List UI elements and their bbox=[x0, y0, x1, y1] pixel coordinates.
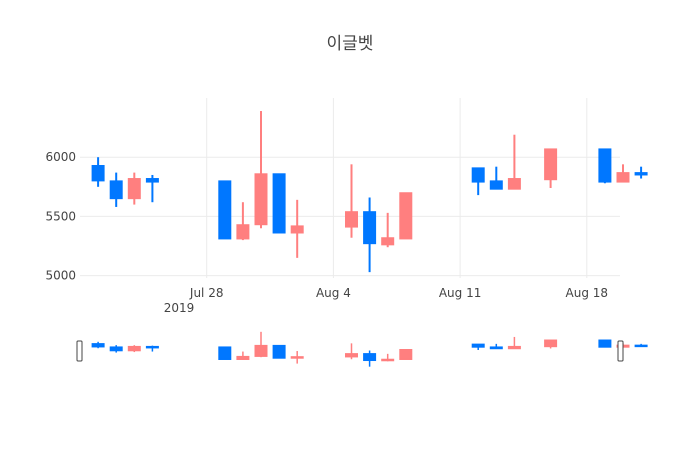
mini-candle bbox=[544, 339, 558, 349]
candle-body bbox=[399, 192, 413, 240]
candle-body bbox=[91, 165, 105, 182]
mini-candle bbox=[236, 351, 250, 360]
candle-increasing bbox=[290, 199, 304, 258]
x-tick-label: Aug 4 bbox=[316, 286, 351, 300]
candle-decreasing bbox=[363, 197, 377, 273]
chart-title: 이글벳 bbox=[327, 34, 374, 54]
candle-body bbox=[363, 211, 377, 245]
mini-candle bbox=[363, 350, 377, 367]
mini-candle-body bbox=[91, 343, 105, 348]
mini-candle-body bbox=[254, 344, 268, 357]
candle-decreasing bbox=[109, 172, 123, 207]
mini-candle bbox=[471, 343, 485, 351]
mini-candle bbox=[272, 344, 286, 359]
candle-body bbox=[272, 173, 286, 234]
mini-candle bbox=[399, 349, 413, 360]
mini-candle bbox=[109, 345, 123, 353]
candle-body bbox=[616, 172, 630, 183]
candle-body bbox=[127, 178, 141, 200]
candle-body bbox=[145, 178, 159, 183]
candle-increasing bbox=[127, 172, 141, 205]
candle-body bbox=[218, 180, 232, 240]
mini-candle bbox=[218, 346, 232, 360]
candle-increasing bbox=[254, 111, 268, 229]
mini-candle-body bbox=[109, 346, 123, 352]
x-tick-label: Aug 18 bbox=[566, 286, 609, 300]
mini-candle-body bbox=[363, 353, 377, 362]
mini-candle bbox=[598, 339, 612, 348]
candle-increasing bbox=[399, 192, 413, 240]
mini-candle-body bbox=[290, 356, 304, 359]
candle-increasing bbox=[345, 164, 358, 238]
candle-body bbox=[544, 148, 558, 181]
range-slider[interactable] bbox=[76, 331, 648, 367]
mini-candle bbox=[290, 351, 304, 364]
mini-candle bbox=[345, 343, 358, 360]
mini-candle-body bbox=[236, 355, 250, 360]
mini-candle-body bbox=[598, 339, 612, 348]
range-slider-handle-left[interactable] bbox=[76, 340, 83, 362]
mini-candle-body bbox=[544, 339, 558, 348]
candle-body bbox=[507, 178, 521, 190]
candle-increasing bbox=[616, 164, 630, 183]
candle-body bbox=[471, 167, 485, 183]
candle-decreasing bbox=[489, 166, 503, 190]
mini-candle bbox=[507, 336, 521, 350]
mini-candle-body bbox=[145, 345, 159, 349]
x-tick-label: Jul 28 bbox=[189, 286, 224, 300]
range-slider-candles bbox=[91, 331, 648, 367]
y-tick-label: 5000 bbox=[45, 269, 76, 283]
mini-candle-body bbox=[507, 345, 521, 350]
mini-candle bbox=[489, 343, 503, 350]
mini-candle-body bbox=[127, 345, 141, 352]
mini-candle bbox=[127, 345, 141, 353]
candles bbox=[91, 111, 648, 273]
mini-candle-body bbox=[272, 344, 286, 359]
candle-decreasing bbox=[598, 148, 612, 184]
candle-increasing bbox=[236, 202, 250, 241]
candle-decreasing bbox=[471, 167, 485, 196]
candle-body bbox=[236, 224, 250, 240]
candle-body bbox=[489, 180, 503, 190]
candle-increasing bbox=[544, 148, 558, 188]
y-tick-label: 5500 bbox=[45, 209, 76, 223]
candle-increasing bbox=[507, 134, 521, 190]
candle-decreasing bbox=[145, 174, 159, 203]
candle-decreasing bbox=[634, 166, 648, 179]
mini-candle-body bbox=[399, 349, 413, 360]
candle-decreasing bbox=[272, 173, 286, 234]
mini-candle bbox=[634, 343, 648, 348]
mini-candle-body bbox=[381, 358, 395, 362]
y-axis-ticks: 5000 5500 6000 bbox=[45, 150, 76, 282]
x-tick-label: Aug 11 bbox=[439, 286, 482, 300]
mini-candle bbox=[91, 341, 105, 349]
candle-body bbox=[634, 172, 648, 176]
mini-candle bbox=[145, 345, 159, 352]
mini-candle-body bbox=[471, 343, 485, 348]
x-axis-year-label: 2019 bbox=[164, 301, 195, 315]
mini-candle-body bbox=[489, 346, 503, 350]
y-tick-label: 6000 bbox=[45, 150, 76, 164]
candle-body bbox=[598, 148, 612, 183]
mini-candle-body bbox=[218, 346, 232, 360]
mini-candle-body bbox=[634, 344, 648, 348]
candle-body bbox=[381, 237, 395, 246]
mini-candle-body bbox=[345, 353, 358, 358]
candle-decreasing bbox=[91, 157, 105, 187]
candle-body bbox=[254, 173, 268, 226]
candle-decreasing bbox=[218, 180, 232, 240]
candle-increasing bbox=[381, 212, 395, 248]
x-gridlines bbox=[206, 98, 588, 278]
mini-candle bbox=[254, 331, 268, 358]
candle-body bbox=[290, 225, 304, 234]
range-slider-handle-right[interactable] bbox=[617, 340, 624, 362]
x-axis-ticks: Jul 28 Aug 4 Aug 11 Aug 18 bbox=[189, 286, 608, 300]
mini-candle bbox=[381, 353, 395, 362]
candle-body bbox=[109, 180, 123, 200]
candle-body bbox=[345, 211, 358, 228]
